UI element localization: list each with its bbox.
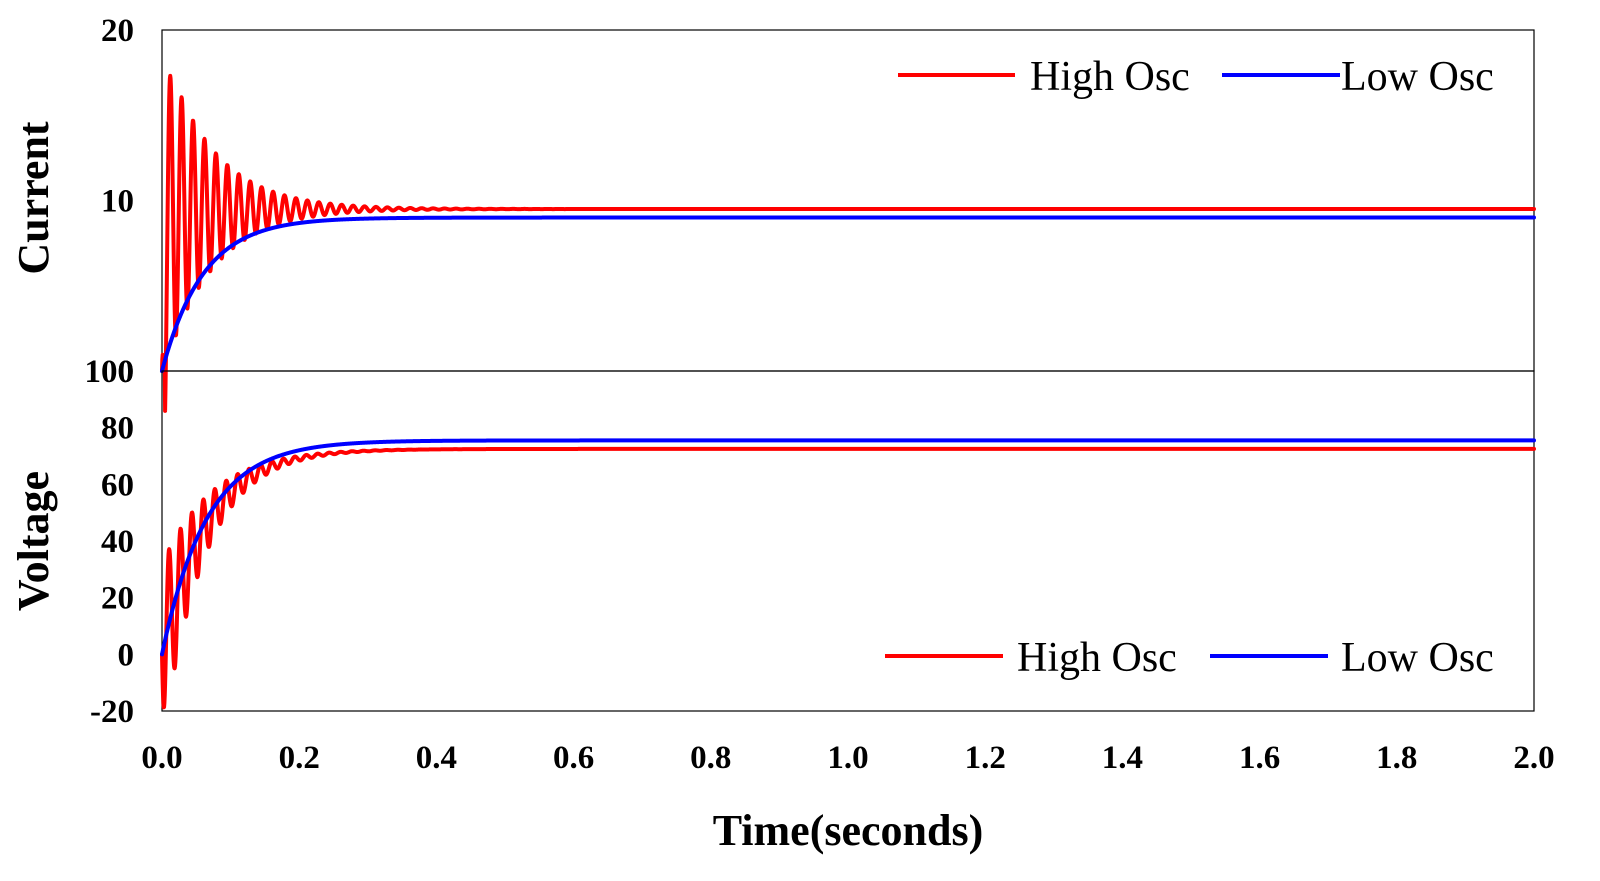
x-tick-label: 0.0 — [141, 740, 182, 776]
current-y-tick-label: 20 — [101, 13, 134, 49]
x-tick-label: 0.2 — [279, 740, 320, 776]
x-tick-label: 1.6 — [1239, 740, 1280, 776]
current-series-high-osc — [160, 73, 1536, 413]
x-tick-label: 1.8 — [1376, 740, 1417, 776]
x-tick-label: 1.4 — [1102, 740, 1143, 776]
voltage-plot-frame — [161, 370, 1535, 712]
voltage-y-tick-label: -20 — [90, 694, 134, 730]
voltage-axis-title: Voltage — [9, 471, 58, 611]
current-legend-high-label: High Osc — [1030, 54, 1190, 100]
current-axis-title: Current — [9, 121, 58, 275]
x-axis-ticks: 0.0 0.2 0.4 0.6 0.8 1.0 1.2 1.4 1.6 1.8 2.0 — [141, 740, 1554, 776]
x-tick-label: 0.6 — [553, 740, 594, 776]
x-tick-label: 2.0 — [1513, 740, 1554, 776]
x-tick-label: 0.8 — [690, 740, 731, 776]
current-y-tick-label: 0 — [118, 354, 135, 390]
x-axis-title: Time(seconds) — [713, 806, 984, 855]
current-plot-frame — [161, 29, 1535, 372]
current-series-low-osc — [160, 215, 1536, 373]
voltage-series-low-osc — [160, 438, 1536, 657]
voltage-series-high-osc — [160, 446, 1536, 710]
voltage-y-tick-label: 60 — [101, 467, 134, 503]
current-panel: 0 10 20 Current High Osc Low Osc — [9, 13, 1536, 413]
current-y-ticks: 0 10 20 — [101, 13, 134, 390]
current-series — [160, 73, 1536, 413]
voltage-legend-high-label: High Osc — [1017, 635, 1177, 681]
voltage-series — [160, 438, 1536, 710]
voltage-y-tick-label: 0 — [118, 637, 135, 673]
x-tick-label: 1.0 — [827, 740, 868, 776]
x-tick-label: 0.4 — [416, 740, 457, 776]
current-legend-low-label: Low Osc — [1341, 54, 1494, 100]
voltage-y-tick-label: 80 — [101, 411, 134, 447]
current-legend: High Osc Low Osc — [898, 54, 1494, 100]
voltage-legend: High Osc Low Osc — [885, 635, 1494, 681]
voltage-panel: -20 0 20 40 60 80 100 Voltage High Osc Low Osc — [9, 354, 1536, 730]
voltage-y-tick-label: 20 — [101, 581, 134, 617]
voltage-y-tick-label: 40 — [101, 524, 134, 560]
x-tick-label: 1.2 — [965, 740, 1006, 776]
voltage-legend-low-label: Low Osc — [1341, 635, 1494, 681]
voltage-y-ticks: -20 0 20 40 60 80 100 — [85, 354, 135, 730]
current-y-tick-label: 10 — [101, 184, 134, 220]
voltage-y-tick-label: 100 — [85, 354, 135, 390]
